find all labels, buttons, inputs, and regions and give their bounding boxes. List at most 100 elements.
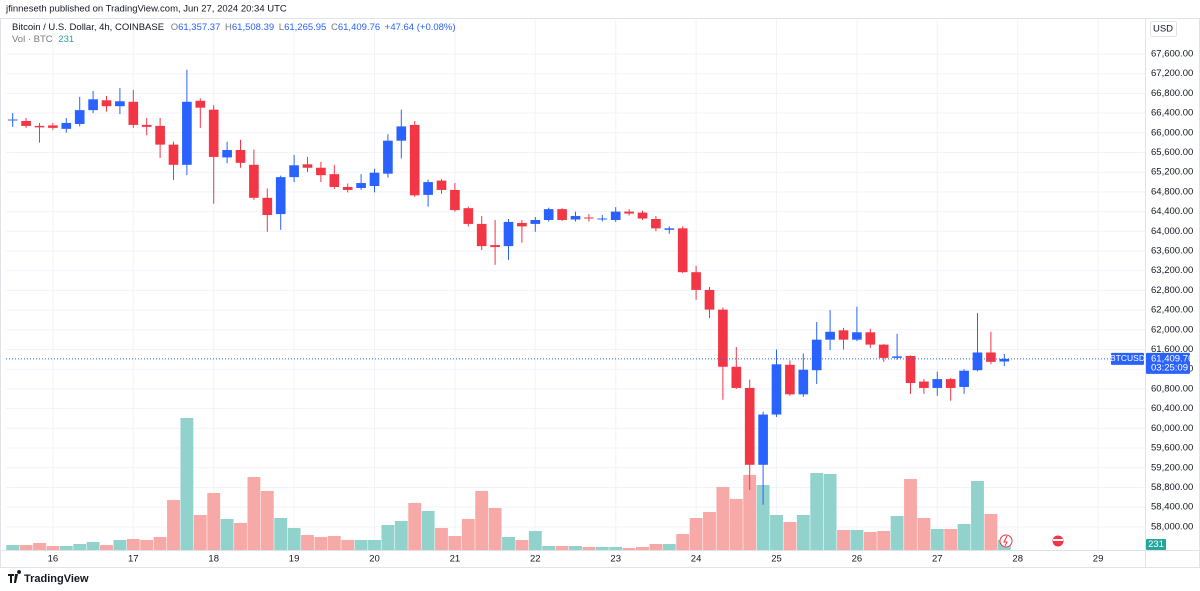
legend-ohlc: Bitcoin / U.S. Dollar, 4h, COINBASE O61,…: [12, 22, 456, 33]
volume-bar: [823, 474, 837, 550]
volume-bar: [609, 547, 623, 550]
currency[interactable]: USD: [1153, 24, 1173, 35]
legend-key: L: [279, 22, 284, 33]
volume-bar: [810, 473, 824, 550]
candle-body: [275, 177, 286, 215]
volume-bar: [86, 542, 100, 550]
x-tick-label: 25: [771, 554, 782, 565]
legend-change: +47.64 (+0.08%): [385, 22, 456, 33]
candle-body: [168, 144, 179, 165]
volume-bar: [368, 540, 381, 550]
y-tick-label: 63,200.00: [1151, 265, 1193, 276]
y-tick-label: 60,400.00: [1151, 403, 1193, 414]
candle-body: [289, 165, 299, 178]
volume-bar: [207, 493, 221, 550]
volume-value: 231: [58, 34, 74, 45]
candle-body: [597, 218, 608, 220]
candle-body: [182, 101, 192, 165]
volume-bar: [743, 475, 757, 550]
candle-body: [986, 352, 996, 362]
legend-key: O: [171, 22, 178, 33]
candle-body: [342, 186, 353, 190]
volume-bar: [689, 518, 703, 550]
volume-bar: [917, 518, 931, 550]
candle-body: [610, 211, 621, 220]
volume-bar: [863, 532, 877, 550]
y-tick-label: 66,400.00: [1151, 108, 1193, 119]
event-icon-bolt: [1003, 535, 1008, 547]
currency-box[interactable]: [1150, 21, 1177, 37]
candle-body: [677, 228, 688, 273]
volume-bar: [260, 491, 274, 550]
volume-bar: [19, 545, 33, 550]
plot: [6, 69, 1145, 550]
candle-body: [155, 125, 165, 145]
y-tick-label: 60,000.00: [1151, 423, 1193, 434]
volume-bar: [649, 544, 663, 550]
y-tick-label: 64,000.00: [1151, 226, 1193, 237]
volume-bar: [796, 515, 810, 550]
last-price-tag: [1146, 352, 1190, 374]
volume-bar: [582, 547, 596, 550]
candle-body: [396, 126, 407, 141]
volume-bar: [394, 521, 408, 550]
volume-bar: [904, 479, 917, 550]
candle-body: [865, 332, 876, 345]
candle-body: [302, 164, 313, 168]
candle-body: [557, 209, 567, 220]
y-tick-label: 62,800.00: [1151, 285, 1193, 296]
y-tick-label: 59,200.00: [1151, 462, 1193, 473]
candle-body: [88, 99, 98, 111]
countdown-label: 03:25:09: [1151, 362, 1188, 373]
candle-body: [878, 344, 889, 358]
candle-body: [195, 100, 206, 108]
volume-bar: [461, 519, 475, 550]
x-tick-label: 23: [610, 554, 621, 565]
y-tick-label: 67,200.00: [1151, 68, 1193, 79]
legend-value: 61,357.37: [178, 22, 220, 33]
volume-bar: [301, 535, 314, 550]
volume-bar: [167, 500, 180, 550]
volume-bar: [622, 548, 636, 550]
candle-body: [21, 120, 31, 126]
candle-body: [61, 122, 72, 129]
y-tick-label: 62,400.00: [1151, 305, 1193, 316]
y-tick-label: 58,400.00: [1151, 502, 1193, 513]
x-tick-label: 26: [852, 554, 863, 565]
volume-label: Vol · BTC: [12, 34, 53, 45]
candle-body: [222, 150, 232, 158]
volume-bar: [676, 534, 690, 550]
x-tick-label: 18: [208, 554, 219, 565]
candle-body: [691, 272, 701, 290]
candle-body: [664, 228, 675, 230]
volume-bar: [515, 540, 529, 550]
x-tick-label: 17: [128, 554, 139, 565]
candle-body: [463, 208, 474, 224]
volume-bar: [957, 524, 971, 550]
volume-bar: [636, 547, 649, 550]
candle-body: [329, 174, 340, 187]
volume-bar: [6, 545, 20, 550]
x-tick-label: 20: [369, 554, 380, 565]
symbol: Bitcoin / U.S. Dollar, 4h, COINBASE: [12, 22, 164, 33]
volume-bar: [421, 511, 435, 550]
brand-logo: [8, 570, 22, 583]
volume-bar: [756, 485, 770, 550]
candle-body: [543, 209, 554, 220]
y-tick-label: 60,800.00: [1151, 383, 1193, 394]
axes: 58,000.00 58,400.00 58,800.00 59,200.00 59,6…: [48, 49, 1194, 565]
y-tick-label: 65,200.00: [1151, 167, 1193, 178]
volume-bar: [327, 536, 341, 550]
candle-body: [409, 124, 420, 196]
volume-bar: [46, 546, 60, 550]
event-icon[interactable]: [999, 534, 1013, 548]
volume-bar: [153, 537, 167, 550]
volume-bar: [113, 540, 127, 550]
volume-bar: [850, 530, 864, 550]
candle-body: [838, 330, 849, 340]
legend-volume: Vol · BTC 231: [12, 34, 74, 45]
volume-bar: [662, 544, 676, 550]
volume-bar: [971, 481, 984, 550]
